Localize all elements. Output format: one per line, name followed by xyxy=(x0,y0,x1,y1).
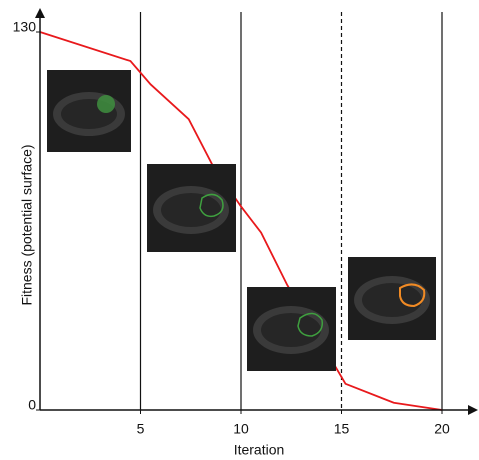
ct-image xyxy=(247,287,336,371)
y-axis-label: Fitness (potential surface) xyxy=(19,144,35,305)
plot-lines xyxy=(39,12,443,411)
fitness-line xyxy=(39,31,443,411)
x-tick-label: 5 xyxy=(137,421,145,437)
x-tick-label: 10 xyxy=(233,421,249,437)
x-tick-label: 15 xyxy=(334,421,350,437)
ct-image xyxy=(147,164,236,252)
y-tick-label: 130 xyxy=(13,19,37,35)
x-axis-label: Iteration xyxy=(234,442,285,458)
ct-image xyxy=(47,70,131,152)
ct-image xyxy=(348,257,436,340)
y-tick-label: 0 xyxy=(28,397,36,413)
segmentation-images xyxy=(47,70,436,371)
x-tick-label: 20 xyxy=(434,421,450,437)
